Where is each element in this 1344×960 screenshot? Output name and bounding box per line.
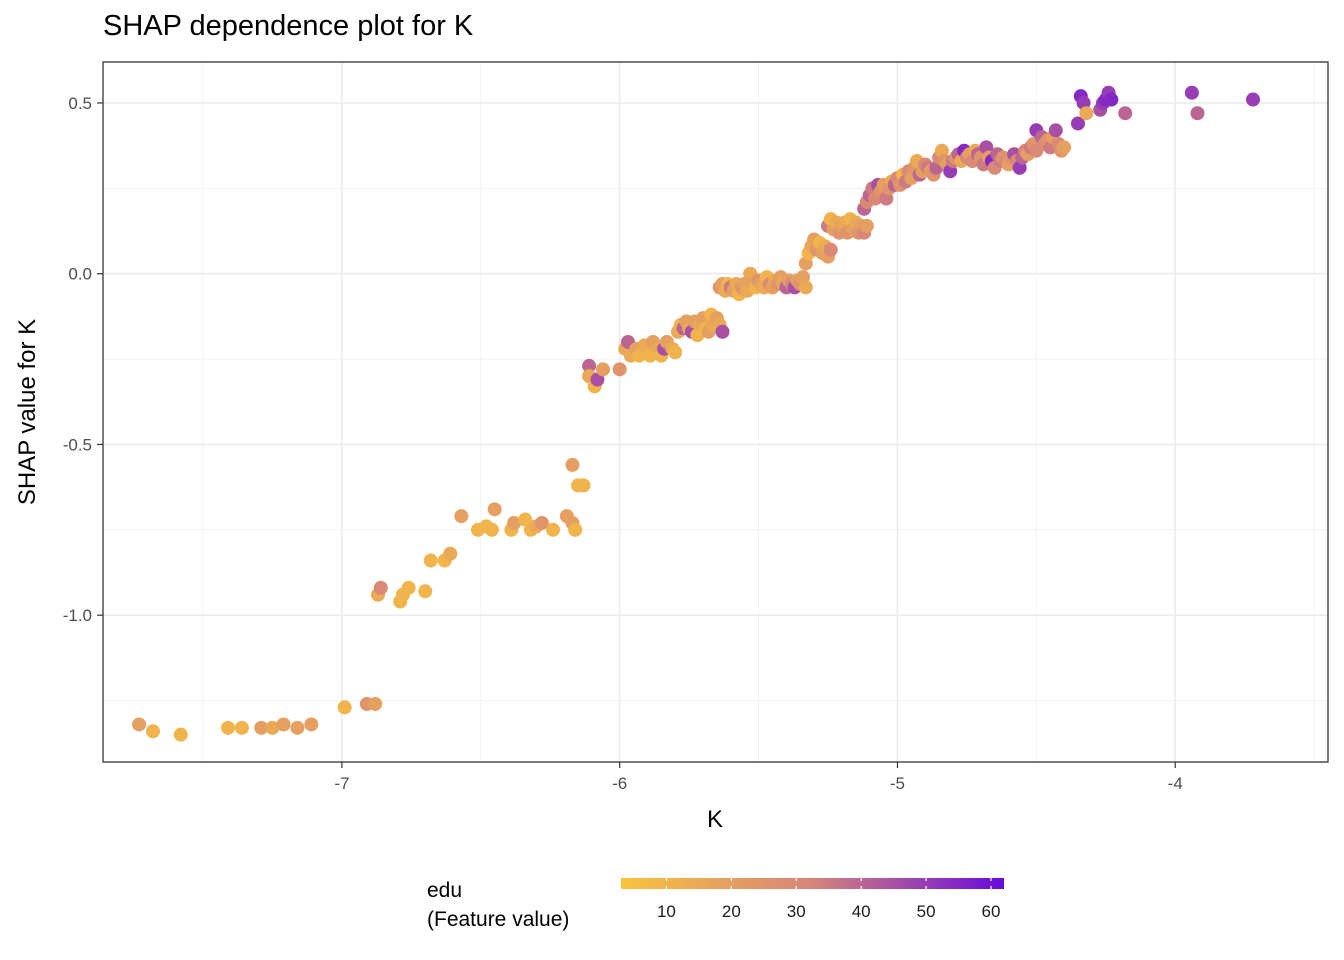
scatter-point: [823, 242, 838, 257]
legend-colorbar: [621, 878, 1004, 889]
scatter-point: [590, 372, 605, 387]
scatter-point: [1071, 116, 1085, 131]
scatter-point: [1118, 106, 1133, 121]
scatter-point: [1246, 92, 1260, 107]
scatter-point: [418, 584, 433, 599]
x-tick-label: -5: [890, 774, 905, 793]
scatter-point: [146, 724, 160, 739]
scatter-point: [1184, 85, 1199, 100]
y-tick-label: 0.0: [68, 265, 92, 284]
legend-tick-label: 50: [917, 902, 936, 921]
y-tick-label: 0.5: [68, 94, 92, 113]
scatter-point: [173, 727, 188, 742]
scatter-point: [859, 218, 874, 233]
scatter-points: [132, 85, 1260, 742]
scatter-point: [715, 324, 730, 339]
scatter-point: [265, 720, 280, 735]
scatter-point: [373, 580, 388, 595]
legend-ticks: 10 20 30 40 50 60: [657, 878, 1000, 921]
x-axis-title: K: [707, 806, 723, 833]
scatter-point: [546, 522, 560, 537]
scatter-point: [454, 509, 469, 524]
scatter-point: [1057, 140, 1072, 155]
scatter-point: [568, 522, 583, 537]
x-tick-label: -7: [334, 774, 349, 793]
scatter-point: [612, 362, 627, 377]
legend-tick-label: 30: [787, 902, 806, 921]
scatter-point: [132, 717, 147, 732]
scatter-point: [518, 512, 533, 527]
scatter-point: [1048, 123, 1063, 138]
x-tick-label: -4: [1168, 774, 1183, 793]
legend-tick-label: 10: [657, 902, 676, 921]
scatter-point: [507, 515, 522, 530]
plot-panel-border: [102, 61, 1329, 763]
scatter-point: [304, 717, 319, 732]
scatter-point: [484, 522, 499, 537]
scatter-point: [337, 700, 352, 715]
scatter-point: [290, 720, 305, 735]
grid-layer: [103, 62, 1328, 762]
scatter-point: [798, 280, 813, 295]
scatter-point: [401, 580, 416, 595]
scatter-point: [254, 720, 269, 735]
scatter-point: [576, 478, 591, 493]
legend-title-line1: edu: [427, 879, 462, 902]
scatter-point: [276, 717, 291, 732]
y-tick-label: -1.0: [63, 606, 92, 625]
legend-tick-label: 20: [722, 902, 741, 921]
legend-tick-label: 60: [982, 902, 1001, 921]
y-tick-label: -0.5: [63, 435, 92, 454]
plot-panel-background: [103, 62, 1328, 762]
x-tick-label: -6: [612, 774, 627, 793]
chart-title: SHAP dependence plot for K: [103, 10, 474, 42]
scatter-point: [534, 515, 549, 530]
y-axis-title: SHAP value for K: [14, 319, 41, 505]
scatter-point: [1104, 92, 1119, 107]
scatter-point: [565, 457, 580, 472]
color-legend: edu (Feature value) 10 20 30 40 50 60: [427, 878, 1004, 931]
axes-layer: -7 -6 -5 -4 -1.0 -0.5 0.0 0.5: [63, 94, 1183, 793]
legend-tick-label: 40: [852, 902, 871, 921]
scatter-point: [234, 720, 249, 735]
scatter-point: [487, 502, 502, 517]
scatter-point: [668, 345, 683, 360]
scatter-point: [423, 553, 438, 568]
scatter-point: [221, 720, 235, 735]
scatter-point: [1190, 106, 1205, 121]
scatter-point: [1079, 106, 1094, 121]
scatter-point: [443, 546, 458, 561]
scatter-point: [582, 358, 597, 373]
legend-title-line2: (Feature value): [427, 908, 569, 931]
scatter-point: [632, 348, 647, 363]
scatter-point: [596, 362, 610, 377]
scatter-point: [368, 696, 383, 711]
